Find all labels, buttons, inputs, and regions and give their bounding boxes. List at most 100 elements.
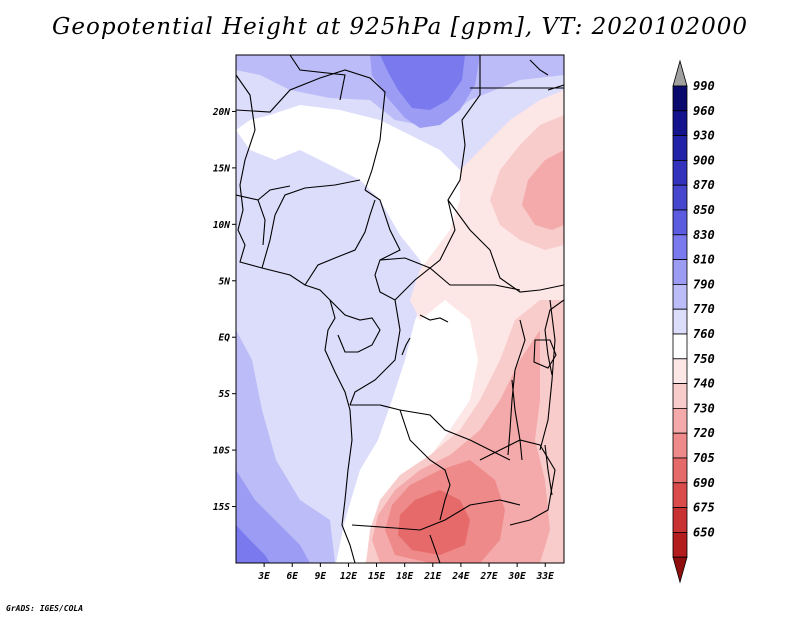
x-axis: 3E 6E 9E 12E 15E 18E 21E 24E 27E 30E 33E bbox=[257, 563, 554, 582]
country-borders bbox=[236, 55, 564, 563]
legend-label: 960 bbox=[693, 104, 715, 118]
legend-swatch bbox=[672, 110, 688, 137]
river-congo-2 bbox=[401, 337, 411, 356]
sahel-border-1 bbox=[236, 69, 386, 191]
border-west-inner-1 bbox=[236, 194, 266, 246]
x-tick-label: 18E bbox=[396, 571, 413, 582]
x-tick-label: 24E bbox=[451, 571, 469, 582]
border-drc-south bbox=[350, 404, 511, 461]
legend-swatch bbox=[672, 209, 688, 236]
field-705-south bbox=[398, 490, 470, 555]
legend-swatch bbox=[672, 358, 688, 384]
border-nigeria bbox=[261, 179, 361, 269]
legend-label: 790 bbox=[693, 277, 715, 291]
legend-swatch bbox=[672, 383, 688, 409]
y-tick-label: EQ bbox=[219, 333, 231, 344]
y-tick-label: 5N bbox=[219, 276, 231, 287]
field-730-east bbox=[522, 150, 564, 230]
x-tick-label: 33E bbox=[536, 571, 554, 582]
lake-victoria bbox=[533, 339, 557, 369]
x-tick-label: 9E bbox=[315, 571, 327, 582]
border-cameroon bbox=[304, 199, 376, 286]
border-chad-car bbox=[379, 257, 521, 291]
legend-swatch bbox=[672, 283, 688, 310]
legend-label: 850 bbox=[693, 203, 715, 217]
legend-label: 830 bbox=[693, 228, 715, 242]
y-tick-label: 15N bbox=[213, 163, 230, 174]
border-east-2 bbox=[447, 199, 564, 293]
legend-label: 675 bbox=[693, 501, 715, 515]
legend-swatch bbox=[672, 482, 688, 508]
legend-swatch bbox=[672, 85, 688, 112]
x-tick-label: 15E bbox=[368, 571, 385, 582]
border-angola-zambia bbox=[399, 409, 451, 521]
credit-text: GrADS: IGES/COLA bbox=[6, 604, 84, 613]
legend-label: 770 bbox=[693, 302, 715, 316]
legend-label: 730 bbox=[693, 401, 715, 415]
y-axis: 20N 15N 10N 5N EQ 5S 10S 15S bbox=[212, 107, 236, 513]
y-tick-label: 10S bbox=[213, 446, 230, 457]
legend-label: 930 bbox=[693, 129, 715, 143]
legend-bottom-arrow bbox=[672, 556, 688, 584]
border-congo bbox=[349, 299, 401, 406]
lake-tanganyika bbox=[511, 379, 523, 461]
x-tick-label: 3E bbox=[257, 571, 270, 582]
legend-swatch bbox=[672, 259, 688, 285]
y-tick-label: 10N bbox=[213, 220, 230, 231]
chart-title: Geopotential Height at 925hPa [gpm], VT:… bbox=[52, 14, 748, 40]
field-790-south-atlantic bbox=[236, 330, 335, 563]
legend-label: 870 bbox=[693, 178, 715, 192]
legend-top-arrow bbox=[672, 59, 688, 87]
river-congo-1 bbox=[419, 314, 449, 323]
legend-label: 760 bbox=[693, 327, 715, 341]
sahel-border-2 bbox=[364, 55, 481, 301]
nile-segment bbox=[529, 59, 549, 76]
legend-label: 705 bbox=[693, 451, 715, 465]
legend-swatch bbox=[672, 308, 688, 335]
y-tick-label: 5S bbox=[219, 389, 231, 400]
legend-swatch bbox=[672, 407, 688, 434]
map-frame bbox=[235, 54, 565, 564]
x-tick-label: 21E bbox=[423, 571, 441, 582]
border-namibia bbox=[351, 499, 521, 531]
legend-swatch bbox=[672, 532, 688, 558]
legend-swatch bbox=[672, 432, 688, 459]
legend-swatch bbox=[672, 184, 688, 211]
legend-label: 650 bbox=[693, 525, 715, 539]
legend-label: 740 bbox=[693, 377, 715, 391]
legend-label: 990 bbox=[693, 79, 715, 93]
lake-malawi bbox=[544, 444, 553, 496]
legend-swatch bbox=[672, 159, 688, 186]
field-830-sahara bbox=[380, 55, 465, 110]
legend-swatch bbox=[672, 457, 688, 484]
horn-segment bbox=[547, 84, 564, 91]
field-810-south-atlantic bbox=[236, 470, 310, 563]
height-field bbox=[236, 55, 564, 563]
legend-swatch bbox=[672, 333, 688, 360]
legend-swatch bbox=[672, 234, 688, 261]
legend-swatch bbox=[672, 507, 688, 533]
legend-label: 810 bbox=[693, 253, 715, 267]
border-botswana bbox=[429, 534, 441, 563]
border-gabon bbox=[329, 299, 381, 353]
legend-swatch bbox=[672, 135, 688, 161]
field-830-south-atlantic bbox=[236, 525, 270, 563]
border-zambia-east bbox=[479, 439, 556, 526]
color-legend: 990 960 930 900 870 850 830 810 790 770 760 750 740 7… bbox=[672, 59, 715, 584]
x-tick-label: 6E bbox=[287, 571, 299, 582]
y-tick-label: 20N bbox=[212, 107, 230, 118]
legend-label: 900 bbox=[693, 153, 715, 167]
border-west-inner-2 bbox=[257, 185, 291, 201]
legend-label: 690 bbox=[693, 476, 715, 490]
border-nw bbox=[289, 55, 346, 101]
x-tick-label: 30E bbox=[508, 571, 526, 582]
y-tick-label: 15S bbox=[213, 502, 230, 513]
rift-line bbox=[539, 299, 556, 451]
legend-label: 720 bbox=[693, 426, 715, 440]
x-tick-label: 27E bbox=[479, 571, 497, 582]
legend-label: 750 bbox=[693, 352, 715, 366]
coast-east bbox=[544, 299, 564, 376]
lake-rim-east bbox=[507, 319, 526, 456]
